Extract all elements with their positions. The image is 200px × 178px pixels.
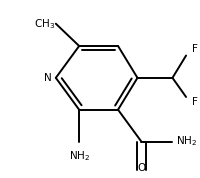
Text: CH$_3$: CH$_3$: [34, 17, 55, 31]
Text: O: O: [137, 163, 145, 173]
Text: NH$_2$: NH$_2$: [176, 135, 197, 148]
Text: F: F: [192, 44, 198, 54]
Text: F: F: [192, 97, 198, 107]
Text: N: N: [44, 73, 52, 83]
Text: NH$_2$: NH$_2$: [69, 149, 90, 163]
